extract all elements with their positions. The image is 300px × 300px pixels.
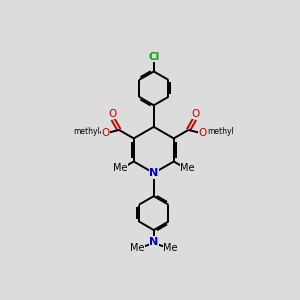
Text: Me: Me [164,243,178,253]
Text: Me: Me [130,243,144,253]
Text: O: O [198,128,206,138]
Text: O: O [101,128,109,138]
Text: N: N [149,168,158,178]
Text: Cl: Cl [148,52,159,62]
Text: Me: Me [180,164,194,173]
Text: O: O [108,109,116,119]
Text: methyl: methyl [207,127,234,136]
Text: N: N [149,237,158,247]
Text: methyl: methyl [74,127,100,136]
Text: O: O [191,109,200,119]
Text: Me: Me [113,164,127,173]
